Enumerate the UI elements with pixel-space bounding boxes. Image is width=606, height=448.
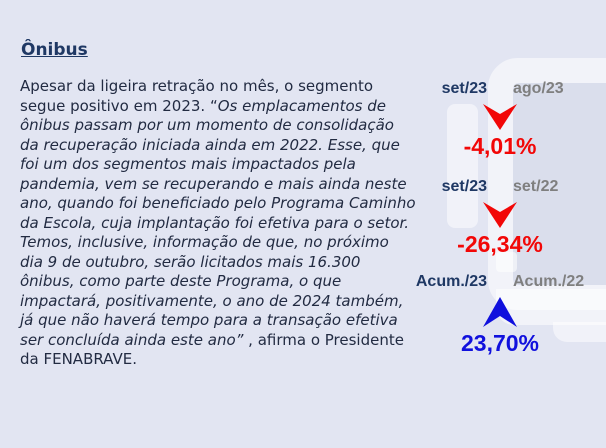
- period-labels: set/23 ago/23: [412, 80, 588, 98]
- indicator-accumulated-vs-last-year: Acum./23 Acum./22 23,70%: [412, 273, 588, 356]
- watermark-small-square: [496, 252, 517, 272]
- arrow-up-icon: [483, 297, 517, 327]
- period-labels: set/23 set/22: [412, 178, 588, 196]
- current-period-label: set/23: [441, 80, 487, 97]
- previous-period-label: Acum./22: [513, 273, 585, 290]
- indicator-month-vs-last-year: set/23 set/22 -26,34%: [412, 178, 588, 257]
- arrow-down-icon: [483, 104, 517, 130]
- current-period-label: Acum./23: [415, 273, 487, 290]
- watermark-step-bar: [553, 322, 606, 342]
- indicator-month-vs-prev-month: set/23 ago/23 -4,01%: [412, 80, 588, 159]
- current-period-label: set/23: [441, 178, 487, 195]
- previous-period-label: set/22: [513, 178, 559, 195]
- arrow-down-shape: [483, 104, 517, 130]
- paragraph-quote-italic: Os emplacamentos de ônibus passam por um…: [20, 96, 416, 349]
- body-paragraph: Apesar da ligeira retração no mês, o seg…: [20, 77, 416, 370]
- previous-period-label: ago/23: [513, 80, 564, 97]
- watermark-bottom-bar: [496, 289, 606, 325]
- arrow-down-icon: [483, 202, 517, 228]
- percent-change-value: -26,34%: [457, 231, 543, 257]
- watermark-tall-rect: [447, 104, 478, 228]
- section-title: Ônibus: [21, 40, 88, 60]
- watermark-frame-inner-tint: [513, 83, 606, 285]
- paragraph-tail: , afirma o Presidente da FENABRAVE.: [20, 330, 404, 369]
- arrow-down-shape: [483, 202, 517, 228]
- percent-change-value: -4,01%: [463, 133, 537, 159]
- period-labels: Acum./23 Acum./22: [412, 273, 588, 291]
- percent-change-value: 23,70%: [460, 330, 539, 356]
- paragraph-lead: Apesar da ligeira retração no mês, o seg…: [20, 77, 374, 115]
- arrow-up-shape: [483, 297, 517, 327]
